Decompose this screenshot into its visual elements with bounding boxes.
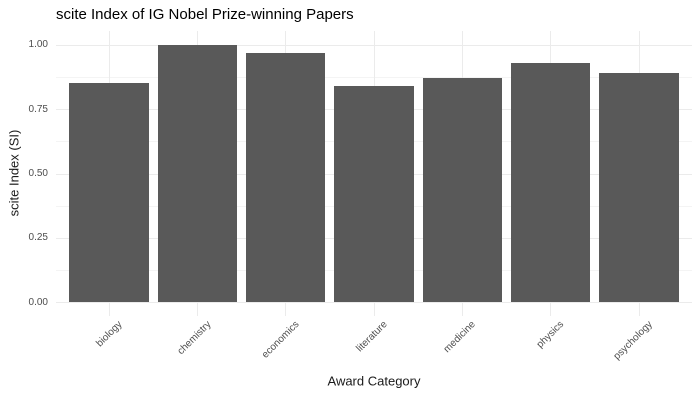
y-tick-label: 0.75 [28,103,48,115]
y-tick-label: 0.50 [28,168,48,179]
x-tick-label-economics: economics [259,319,302,361]
x-tick-label-psychology: psychology [611,319,655,363]
bar-economics [245,52,326,303]
bar-literature [334,86,414,303]
bar-physics [510,62,591,303]
x-axis-title: Award Category [327,373,421,389]
chart-title: scite Index of IG Nobel Prize-winning Pa… [56,6,354,23]
x-tick-label-physics: physics [535,319,567,351]
plot-panel [56,31,692,316]
x-tick-label-medicine: medicine [442,319,479,356]
bar-medicine [422,78,503,303]
x-tick-label-literature: literature [354,319,390,355]
bar-psychology [599,73,679,303]
bar-biology [69,83,149,303]
x-tick-label-chemistry: chemistry [175,319,214,358]
x-tick-label-biology: biology [94,319,125,350]
y-tick-label: 0.25 [28,232,48,244]
bar-chemistry [157,44,238,303]
y-tick-label: 1.00 [28,39,48,51]
y-tick-label: 0.00 [28,296,48,308]
